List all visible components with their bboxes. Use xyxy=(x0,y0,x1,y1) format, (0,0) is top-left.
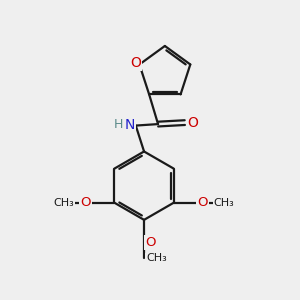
Text: O: O xyxy=(197,196,208,209)
Text: CH₃: CH₃ xyxy=(146,254,167,263)
Text: O: O xyxy=(145,236,156,249)
Text: N: N xyxy=(124,118,135,132)
Text: O: O xyxy=(188,116,199,130)
Text: O: O xyxy=(130,56,141,70)
Text: O: O xyxy=(80,196,91,209)
Text: CH₃: CH₃ xyxy=(214,198,235,208)
Text: CH₃: CH₃ xyxy=(54,198,74,208)
Text: H: H xyxy=(114,118,123,131)
